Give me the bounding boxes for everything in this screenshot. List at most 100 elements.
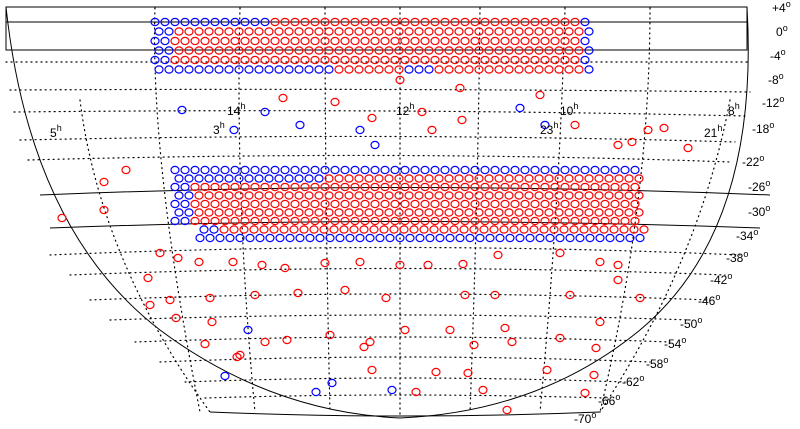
filled-point — [570, 199, 580, 209]
open-point — [435, 233, 445, 243]
open-point — [515, 103, 525, 113]
filled-point — [194, 27, 204, 36]
filled-point — [364, 208, 374, 217]
filled-point — [544, 174, 554, 183]
filled-point — [390, 17, 400, 27]
open-point — [154, 46, 164, 55]
filled-point — [354, 191, 364, 200]
filled-point — [569, 225, 579, 234]
open-point — [150, 36, 160, 46]
filled-point — [290, 17, 300, 27]
filled-point — [440, 199, 450, 209]
filled-point — [544, 27, 554, 36]
filled-point — [314, 46, 324, 55]
filled-point — [620, 182, 630, 192]
filled-point — [574, 46, 584, 55]
open-point — [164, 65, 174, 74]
open-point — [177, 105, 187, 115]
filled-point — [194, 257, 204, 267]
filled-point — [370, 182, 380, 192]
filled-point — [171, 313, 181, 323]
filled-point — [550, 36, 560, 46]
open-point — [220, 17, 230, 27]
filled-point — [300, 182, 310, 192]
filled-point — [434, 174, 444, 183]
filled-point — [274, 191, 284, 200]
filled-point — [274, 46, 284, 55]
filled-point — [279, 225, 289, 234]
filled-point — [554, 174, 564, 183]
filled-point — [194, 46, 204, 55]
filled-point — [514, 46, 524, 55]
filled-point — [190, 199, 200, 209]
open-point — [325, 233, 335, 243]
open-point — [170, 17, 180, 27]
open-point — [224, 65, 234, 74]
filled-point — [439, 225, 449, 234]
filled-point — [507, 337, 517, 347]
open-point — [220, 371, 230, 381]
filled-point — [250, 216, 260, 226]
filled-point — [591, 343, 601, 353]
filled-point — [514, 191, 524, 200]
filled-point — [250, 199, 260, 209]
open-point — [190, 17, 200, 27]
filled-point — [634, 174, 644, 183]
filled-point — [350, 199, 360, 209]
filled-point — [454, 65, 464, 74]
filled-point — [424, 208, 434, 217]
filled-point — [370, 17, 380, 27]
filled-point — [395, 75, 405, 85]
open-point — [170, 199, 180, 209]
filled-point — [434, 46, 444, 55]
filled-point — [414, 191, 424, 200]
open-point — [365, 233, 375, 243]
filled-point — [314, 191, 324, 200]
filled-point — [524, 65, 534, 74]
open-point — [530, 165, 540, 175]
filled-point — [290, 36, 300, 46]
filled-point — [610, 182, 620, 192]
filled-point — [280, 36, 290, 46]
open-point — [620, 165, 630, 175]
filled-point — [194, 208, 204, 217]
open-point — [404, 65, 414, 74]
open-point — [605, 233, 615, 243]
filled-point — [470, 17, 480, 27]
filled-point — [430, 55, 440, 65]
filled-point — [450, 216, 460, 226]
open-point — [214, 174, 224, 183]
filled-point — [464, 65, 474, 74]
filled-point — [604, 174, 614, 183]
open-point — [565, 233, 575, 243]
filled-point — [484, 208, 494, 217]
filled-point — [384, 27, 394, 36]
filled-point — [330, 36, 340, 46]
filled-point — [410, 199, 420, 209]
open-point — [154, 27, 164, 36]
filled-point — [240, 36, 250, 46]
filled-point — [294, 191, 304, 200]
open-point — [243, 325, 253, 335]
filled-point — [334, 208, 344, 217]
filled-point — [270, 216, 280, 226]
filled-point — [374, 208, 384, 217]
filled-point — [484, 27, 494, 36]
filled-point — [520, 182, 530, 192]
filled-point — [480, 55, 490, 65]
open-point — [270, 165, 280, 175]
filled-point — [354, 46, 364, 55]
open-point — [194, 65, 204, 74]
open-point — [199, 225, 209, 234]
filled-point — [394, 174, 404, 183]
filled-point — [282, 335, 292, 345]
filled-point — [510, 17, 520, 27]
filled-point — [330, 55, 340, 65]
filled-point — [480, 182, 490, 192]
filled-point — [232, 352, 242, 362]
filled-point — [344, 46, 354, 55]
dec-label-m4: -4o — [770, 47, 786, 63]
open-point — [265, 233, 275, 243]
filled-point — [170, 55, 180, 65]
filled-point — [300, 17, 310, 27]
